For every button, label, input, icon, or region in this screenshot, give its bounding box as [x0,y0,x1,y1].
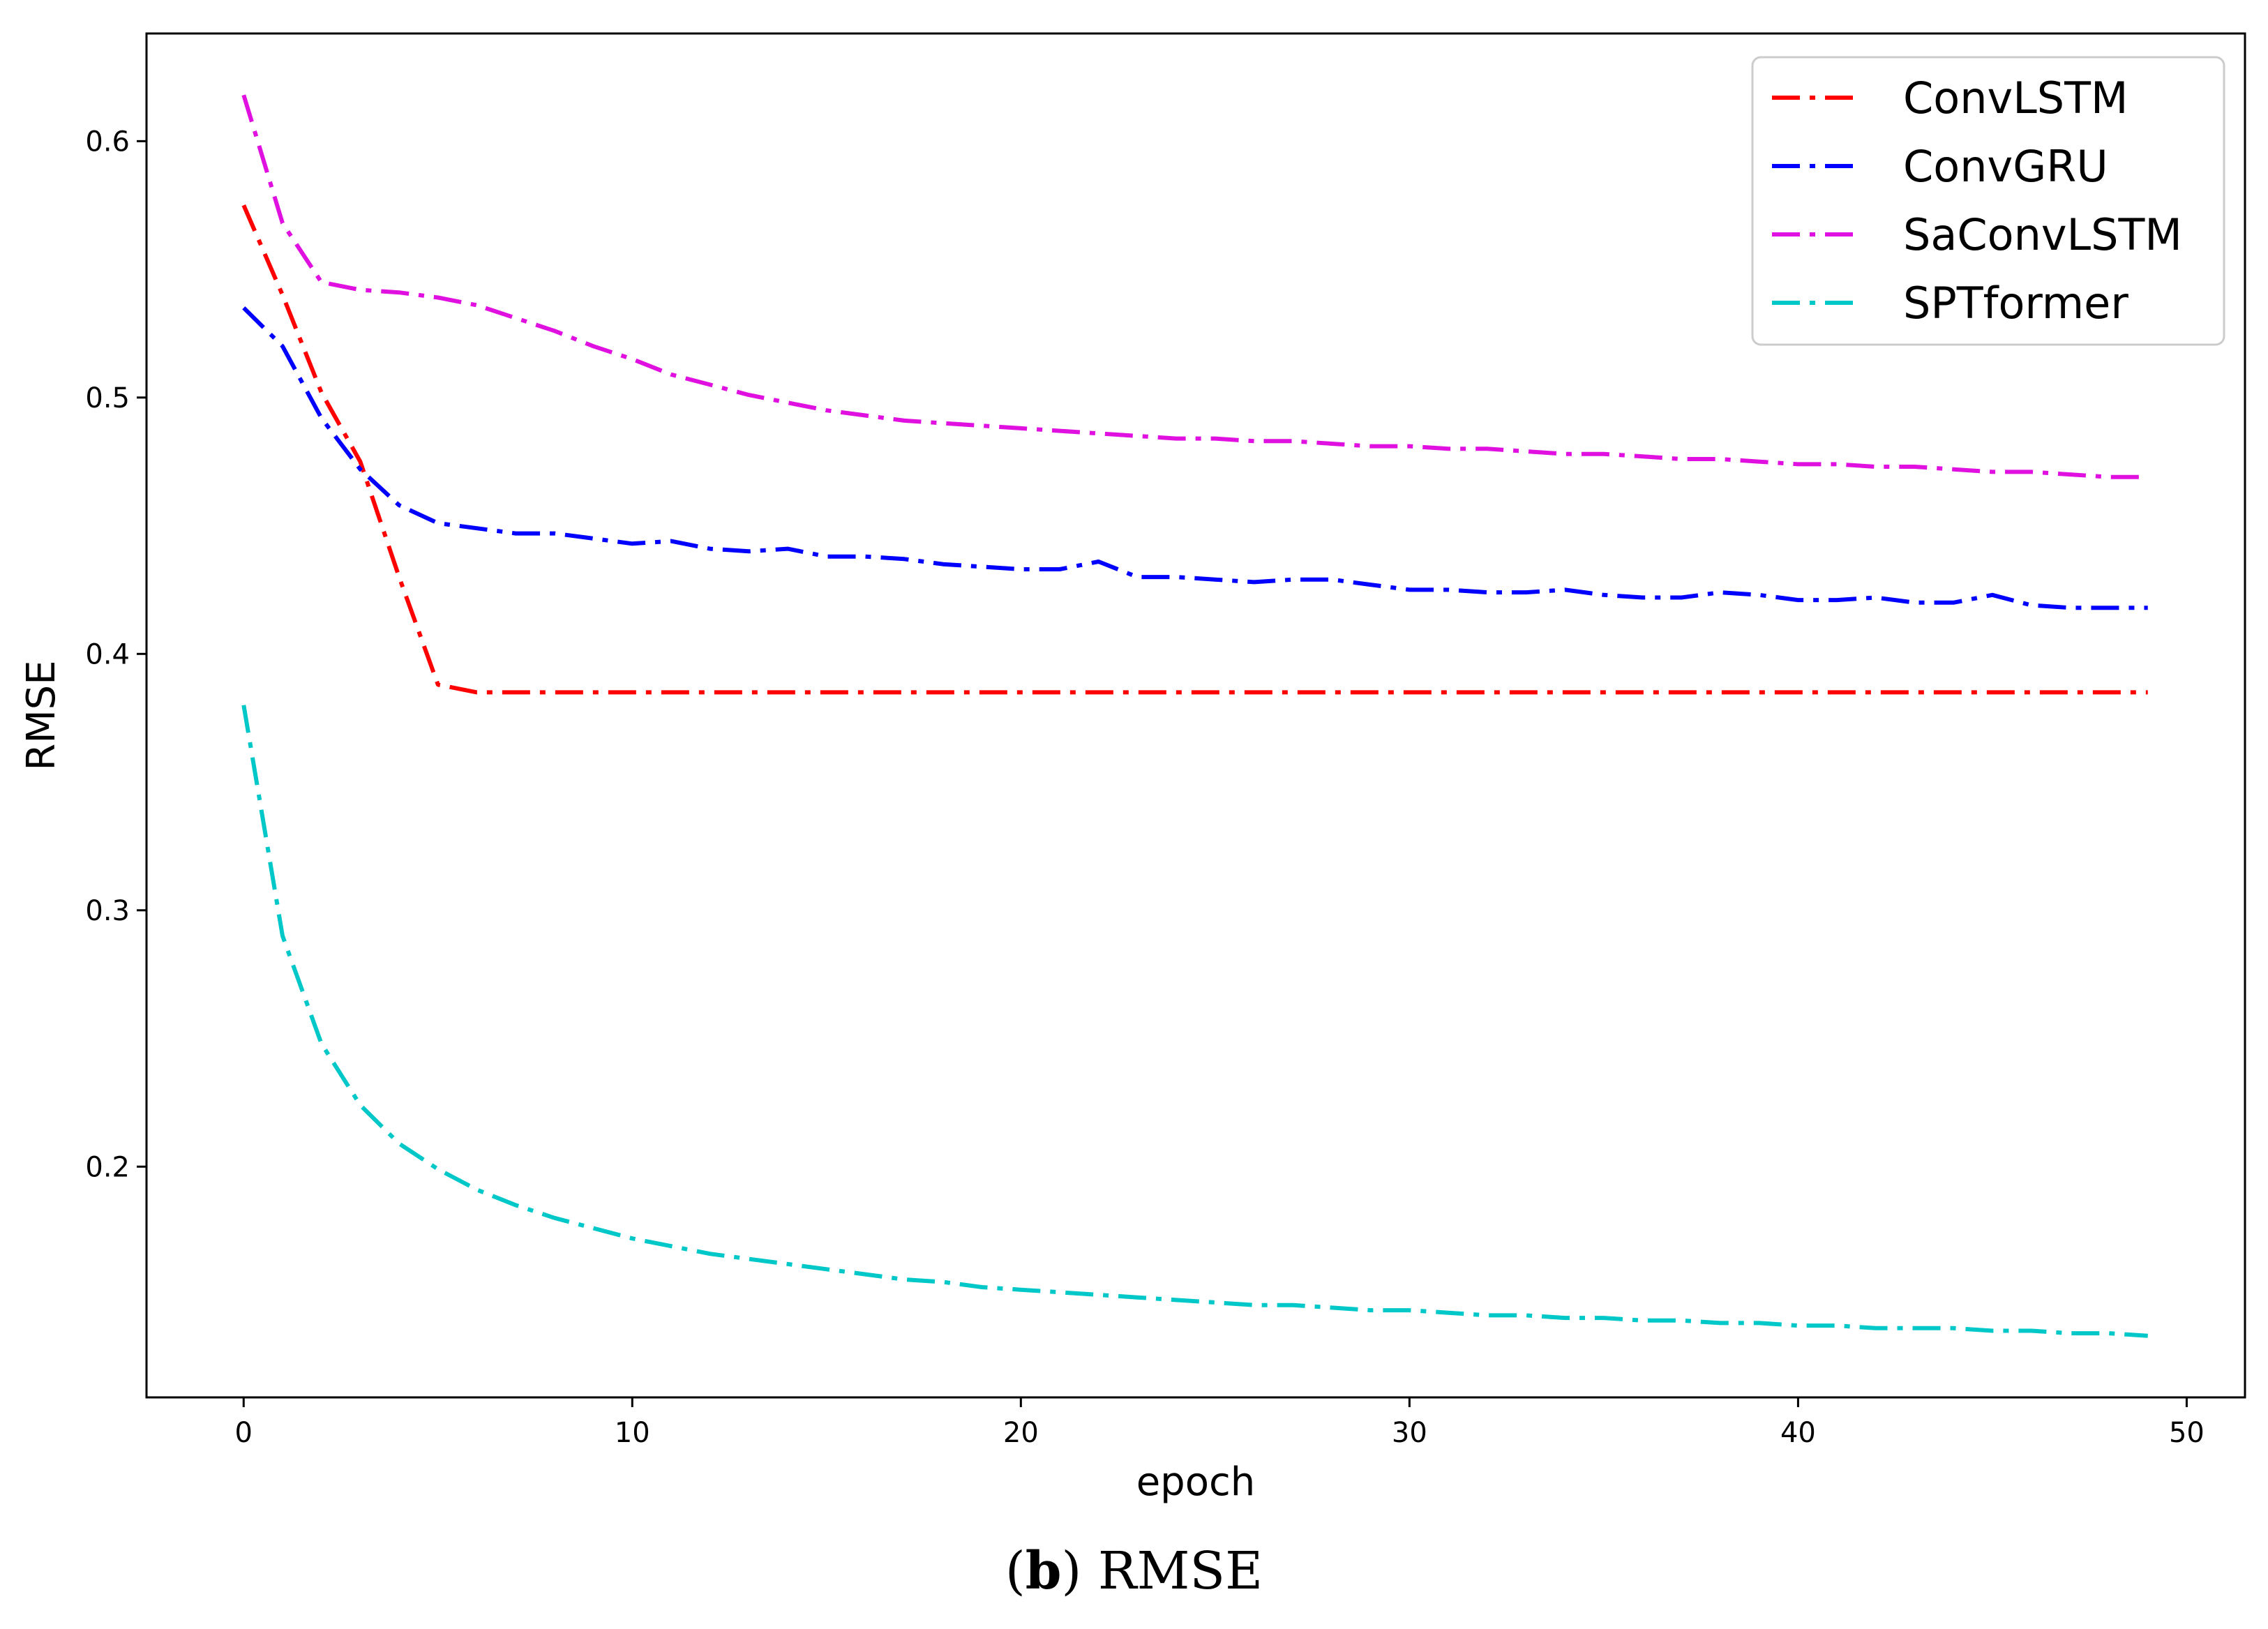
x-tick-label: 20 [1003,1417,1039,1449]
y-axis-ticks: 0.2 0.3 0.4 0.5 0.6 [85,126,147,1183]
legend-label: ConvLSTM [1903,73,2128,123]
series-line-sptformer [241,705,2148,1338]
plot-frame [145,32,2246,1399]
x-axis-title: epoch [1136,1459,1256,1505]
legend-box [1751,56,2225,346]
x-tick-label: 30 [1392,1417,1427,1449]
legend-label: ConvGRU [1903,141,2108,192]
y-axis-title: RMSE [19,660,64,770]
plot-lines [241,94,2148,1338]
legend: ConvLSTM ConvGRU SaConvLSTM SPTformer [1751,56,2225,346]
y-tick-label: 0.6 [85,126,130,158]
caption-open: ( [1005,1541,1026,1601]
y-tick-label: 0.4 [85,638,130,670]
x-tick-label: 40 [1780,1417,1816,1449]
caption-letter: b [1025,1541,1062,1601]
series-line-convlstm [241,204,2148,695]
series-line-saconvlstm [241,94,2148,479]
y-tick-label: 0.2 [85,1151,130,1183]
series-line-convgru [242,306,2148,610]
y-tick-label: 0.5 [85,382,130,414]
x-tick-label: 10 [615,1417,650,1449]
legend-label: SPTformer [1903,278,2128,329]
x-tick-label: 50 [2169,1417,2205,1449]
x-axis-ticks: 0 10 20 30 40 50 [235,1397,2205,1449]
y-tick-label: 0.3 [85,895,130,927]
x-tick-label: 0 [235,1417,253,1449]
figure-caption: (b) RMSE [0,1545,2268,1597]
legend-label: SaConvLSTM [1903,209,2182,260]
caption-text: ) RMSE [1061,1541,1263,1601]
